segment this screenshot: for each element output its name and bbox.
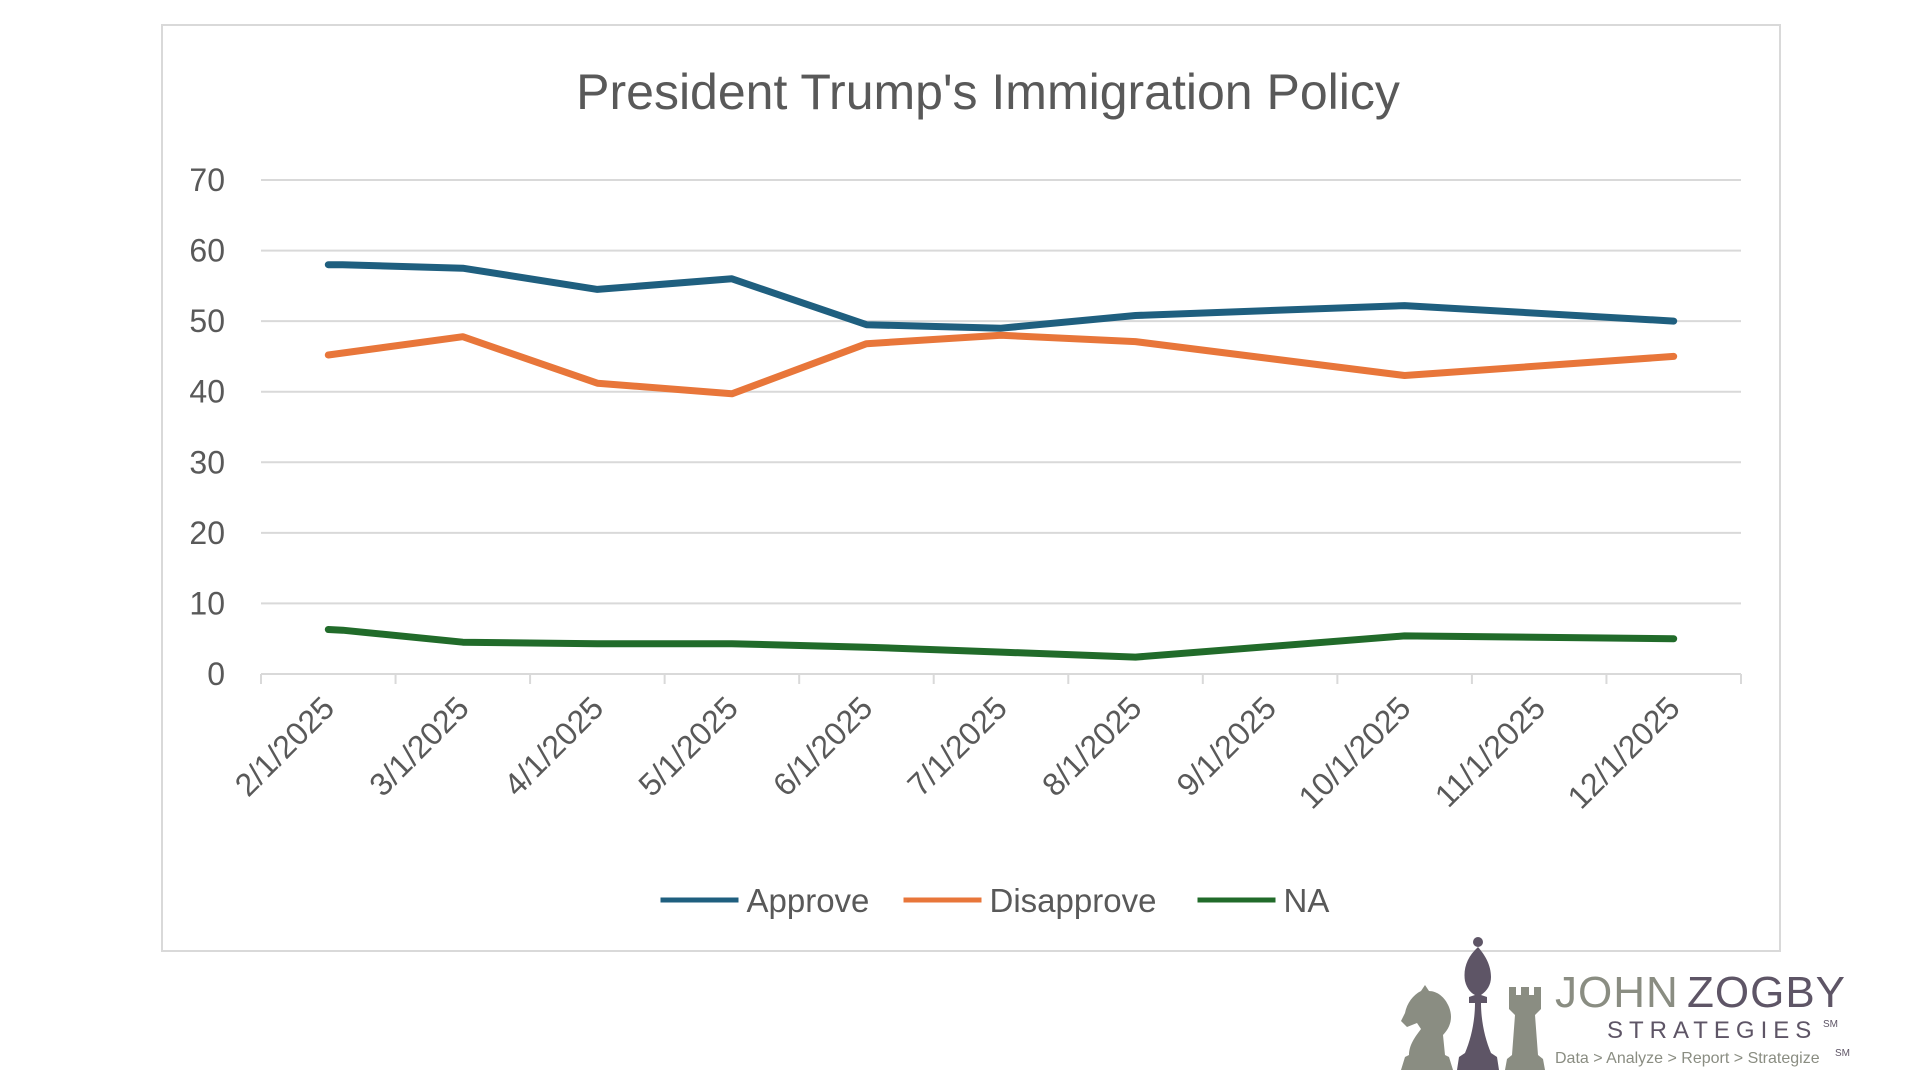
- rook-chess-piece-icon: [1505, 987, 1545, 1070]
- x-tick-label: 4/1/2025: [497, 689, 611, 803]
- x-tick-label: 3/1/2025: [362, 689, 476, 803]
- series-layer: [324, 261, 1678, 661]
- line-chart: President Trump's Immigration Policy 0 10…: [189, 64, 1742, 919]
- legend-label-approve: Approve: [747, 882, 870, 919]
- y-tick-label: 30: [189, 444, 225, 480]
- series-line-disapprove: [324, 331, 1678, 398]
- chart-container: President Trump's Immigration Policy 0 10…: [161, 24, 1781, 952]
- x-tick-label: 7/1/2025: [900, 689, 1014, 803]
- x-tick-label: 11/1/2025: [1428, 689, 1552, 813]
- y-tick-label: 50: [189, 303, 225, 339]
- logo-john: JOHN: [1555, 968, 1679, 1017]
- x-tick-label: 10/1/2025: [1291, 689, 1417, 815]
- logo-sm-mark: SM: [1823, 1019, 1838, 1030]
- y-tick-label: 60: [189, 233, 225, 269]
- logo-tagline-sm-mark: SM: [1835, 1048, 1850, 1059]
- x-tick-label: 2/1/2025: [228, 689, 342, 803]
- logo-strategies: STRATEGIES: [1607, 1017, 1817, 1044]
- series-line-approve: [324, 261, 1678, 332]
- y-tick-label: 20: [189, 515, 225, 551]
- bishop-chess-piece-icon: [1457, 937, 1499, 1070]
- x-tick-label: 8/1/2025: [1035, 689, 1149, 803]
- axis-layer: 0 10 20 30 40 50 60 70 2/1/2025 3/1/2025 4/1/2025 5…: [189, 162, 1742, 816]
- logo-tagline: Data > Analyze > Report > Strategize: [1555, 1050, 1820, 1067]
- x-tick-label: 5/1/2025: [631, 689, 745, 803]
- legend-label-na: NA: [1284, 882, 1330, 919]
- y-tick-label: 0: [207, 656, 225, 692]
- legend-label-disapprove: Disapprove: [990, 882, 1157, 919]
- x-tick-label: 12/1/2025: [1561, 689, 1687, 815]
- chart-title: President Trump's Immigration Policy: [576, 64, 1400, 120]
- series-line-na: [324, 626, 1678, 661]
- john-zogby-strategies-logo: JOHN ZOGBY SM STRATEGIES Data > Analyze …: [1401, 937, 1850, 1070]
- y-tick-label: 40: [189, 374, 225, 410]
- knight-chess-piece-icon: [1401, 985, 1453, 1070]
- grid-layer: [261, 179, 1741, 605]
- y-tick-label: 10: [189, 585, 225, 621]
- logo-zogby: ZOGBY: [1687, 968, 1846, 1017]
- x-tick-label: 9/1/2025: [1170, 689, 1284, 803]
- legend: Approve Disapprove NA: [660, 882, 1330, 919]
- y-tick-label: 70: [189, 162, 225, 198]
- x-tick-label: 6/1/2025: [766, 689, 880, 803]
